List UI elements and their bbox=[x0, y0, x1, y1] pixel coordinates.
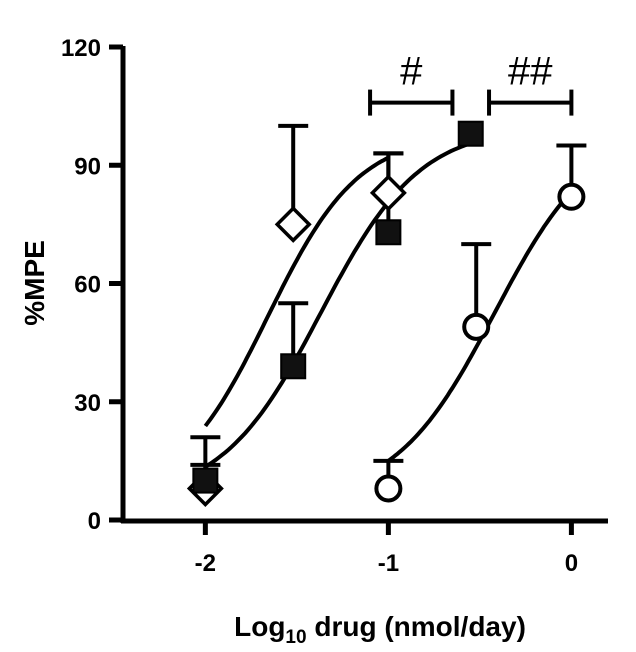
axis-labels: %MPE Log10 drug (nmol/day) bbox=[19, 240, 526, 648]
x-axis-title: Log10 drug (nmol/day) bbox=[234, 611, 526, 648]
point-s1-p2 bbox=[375, 219, 402, 246]
fit-curves bbox=[203, 141, 573, 469]
point-s2-p0 bbox=[374, 474, 403, 503]
fit-curve-series-2 bbox=[387, 190, 573, 463]
x-axis-title-prefix: Log bbox=[234, 611, 285, 642]
x-tick-label-0: 0 bbox=[565, 550, 578, 577]
x-tick-label--1: -1 bbox=[378, 550, 399, 577]
significance-annotations: # ## bbox=[368, 50, 574, 116]
point-s0-p1 bbox=[274, 205, 312, 243]
x-axis-title-suffix: drug (nmol/day) bbox=[307, 611, 526, 642]
point-s2-p2 bbox=[557, 182, 586, 211]
y-tick-label-0: 0 bbox=[88, 508, 101, 535]
point-s0-p2 bbox=[369, 174, 407, 212]
point-s1-p3 bbox=[457, 120, 484, 147]
bracket-label-0: # bbox=[400, 50, 423, 94]
y-tick-label-90: 90 bbox=[74, 153, 101, 180]
fit-curve-series-1 bbox=[204, 141, 472, 469]
point-s1-p0 bbox=[192, 467, 219, 494]
y-tick-label-60: 60 bbox=[74, 272, 101, 299]
y-axis-title: %MPE bbox=[19, 240, 50, 326]
error-bars bbox=[190, 123, 587, 489]
fit-curve-series-0 bbox=[203, 155, 390, 428]
data-points bbox=[186, 120, 586, 507]
x-axis-title-subscript: 10 bbox=[285, 627, 306, 648]
y-tick-label-120: 120 bbox=[61, 35, 101, 62]
point-s2-p1 bbox=[462, 312, 491, 341]
axes: 0 30 60 90 120 -2 -1 0 bbox=[61, 35, 608, 577]
y-tick-label-30: 30 bbox=[74, 390, 101, 417]
point-s1-p1 bbox=[280, 353, 307, 380]
bracket-label-1: ## bbox=[508, 50, 553, 94]
x-tick-label--2: -2 bbox=[195, 550, 216, 577]
